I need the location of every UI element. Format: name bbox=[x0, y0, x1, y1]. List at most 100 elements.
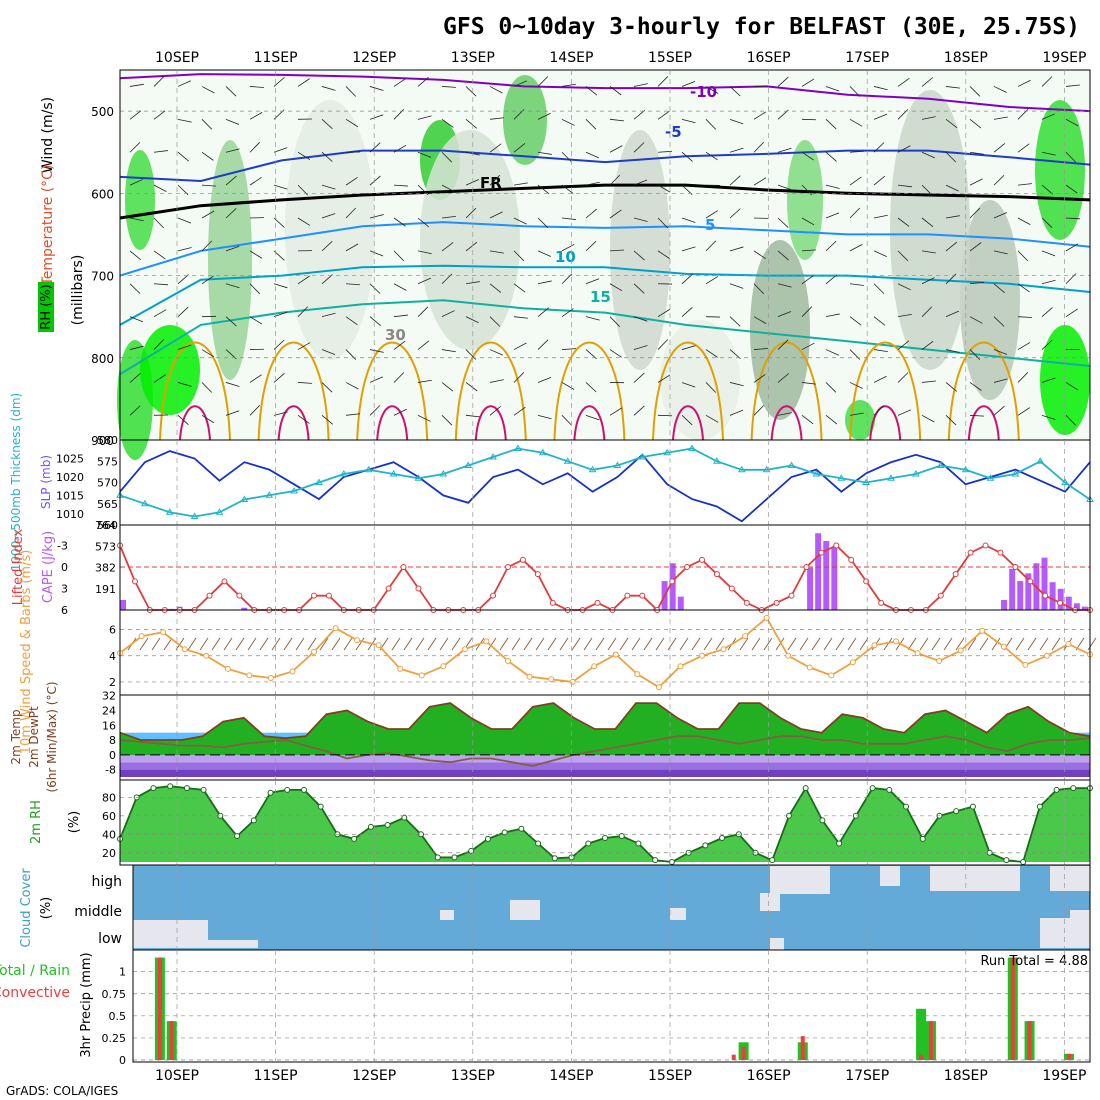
bottom-date-label: 10SEP bbox=[155, 1068, 199, 1084]
ylabel-rh: RH (%) bbox=[39, 284, 54, 329]
wind-barb bbox=[873, 283, 885, 294]
wind-barb bbox=[705, 382, 717, 393]
bottom-date-label: 19SEP bbox=[1042, 1068, 1086, 1084]
rh-line-marker bbox=[183, 785, 190, 792]
wind-barb bbox=[513, 283, 526, 293]
ylabel-li: Lifted Index bbox=[11, 528, 26, 605]
wind-barb bbox=[705, 276, 719, 285]
rh-line-marker bbox=[150, 785, 157, 792]
wind-barb bbox=[415, 637, 425, 651]
wind-barb bbox=[273, 411, 288, 416]
wind-barb bbox=[825, 349, 839, 356]
wind-barb bbox=[369, 349, 384, 353]
wind-barb bbox=[321, 241, 333, 252]
wind-barb bbox=[561, 118, 575, 126]
contour-warm bbox=[356, 341, 429, 441]
wind-barb bbox=[657, 150, 672, 153]
thickness-line-marker bbox=[887, 474, 895, 481]
rh-line-marker bbox=[200, 786, 207, 793]
wind-barb bbox=[705, 119, 717, 130]
contour-label: 15 bbox=[590, 288, 611, 306]
wind-barb bbox=[657, 110, 670, 120]
li-tick: 6 bbox=[61, 604, 68, 617]
thickness-line-marker bbox=[986, 474, 995, 481]
wind-barb bbox=[585, 151, 599, 159]
contour-label: -5 bbox=[665, 123, 682, 141]
wind-barb bbox=[595, 637, 605, 651]
top-date-label: 16SEP bbox=[747, 50, 791, 66]
wind-barb bbox=[609, 249, 624, 252]
wind-barb bbox=[919, 637, 929, 651]
wind-barb bbox=[849, 207, 861, 219]
bottom-date-label: 15SEP bbox=[648, 1068, 692, 1084]
wind-barb bbox=[753, 177, 767, 186]
wind-barb bbox=[561, 308, 574, 317]
wind-barb bbox=[163, 637, 173, 651]
cloud-fill bbox=[1040, 918, 1090, 948]
wind-barb bbox=[345, 177, 358, 186]
wind-speed-line-marker bbox=[461, 646, 468, 653]
wind-barb bbox=[753, 111, 767, 120]
rh-blob bbox=[787, 140, 823, 260]
cloud-fill bbox=[510, 900, 540, 920]
wind-barb bbox=[1041, 339, 1053, 350]
wind-barb bbox=[921, 250, 936, 254]
contour-hot bbox=[573, 405, 606, 441]
wind-barb bbox=[513, 372, 525, 383]
rh-line-marker bbox=[501, 829, 508, 836]
rh-tick: 80 bbox=[102, 791, 116, 804]
li-line-marker bbox=[400, 564, 407, 570]
wind-barb bbox=[1041, 250, 1056, 257]
rh-line-marker bbox=[919, 835, 926, 842]
li-line-marker bbox=[997, 549, 1004, 556]
wind-barb bbox=[777, 109, 789, 120]
wind-barb bbox=[273, 283, 288, 289]
wind-barb bbox=[681, 415, 693, 426]
wind-barb bbox=[1017, 143, 1030, 153]
wind-barb bbox=[897, 250, 909, 262]
wind-barb bbox=[777, 412, 792, 416]
wind-barb bbox=[1065, 308, 1078, 318]
wind-barb bbox=[235, 637, 245, 651]
wind-barb bbox=[633, 179, 648, 186]
y-tick-label: 800 bbox=[91, 352, 114, 366]
wind-barb bbox=[271, 637, 281, 651]
wind-barb bbox=[489, 379, 504, 383]
thickness-line-marker bbox=[663, 448, 672, 456]
rh-tick: 40 bbox=[102, 828, 116, 841]
wind-barb bbox=[835, 637, 845, 651]
wind-barb bbox=[753, 348, 768, 350]
wind-barb bbox=[537, 376, 552, 383]
rh-line-marker bbox=[652, 857, 659, 864]
ylabel-wind: Wind (m/s) bbox=[40, 97, 56, 173]
wind-barb bbox=[537, 414, 552, 420]
wind-barb bbox=[319, 637, 329, 651]
wind-barb bbox=[729, 246, 744, 252]
wind-barb bbox=[345, 207, 357, 219]
wind-barb bbox=[681, 382, 696, 388]
wind-barb bbox=[153, 76, 165, 87]
rh-line-marker bbox=[367, 823, 374, 830]
li-line-marker bbox=[967, 549, 974, 556]
contour--5 bbox=[119, 149, 1091, 183]
wind-barb bbox=[777, 339, 789, 350]
wind-barb bbox=[417, 151, 432, 158]
thickness-line-marker bbox=[439, 470, 448, 477]
rh-line-marker bbox=[1053, 786, 1060, 793]
wind-speed-line-marker bbox=[936, 658, 943, 664]
wind-barb bbox=[441, 184, 455, 193]
wind-speed-line-marker bbox=[354, 637, 361, 644]
precip-conv-bar bbox=[1066, 1053, 1071, 1060]
rh-line-marker bbox=[300, 786, 307, 793]
wind-barb bbox=[201, 86, 215, 94]
wind-speed-line-marker bbox=[1065, 641, 1072, 647]
wind-barb bbox=[753, 250, 766, 260]
slp-tick: 1025 bbox=[56, 452, 84, 465]
cloud-panel: high middle low Cloud Cover (%) bbox=[19, 865, 1090, 950]
li-line-marker bbox=[788, 592, 795, 599]
wind-barb bbox=[1017, 79, 1031, 87]
thickness-line-marker bbox=[290, 487, 298, 494]
thickness-tick: 565 bbox=[97, 498, 118, 511]
li-line-marker bbox=[1042, 592, 1049, 599]
wind-barb bbox=[1065, 217, 1080, 220]
